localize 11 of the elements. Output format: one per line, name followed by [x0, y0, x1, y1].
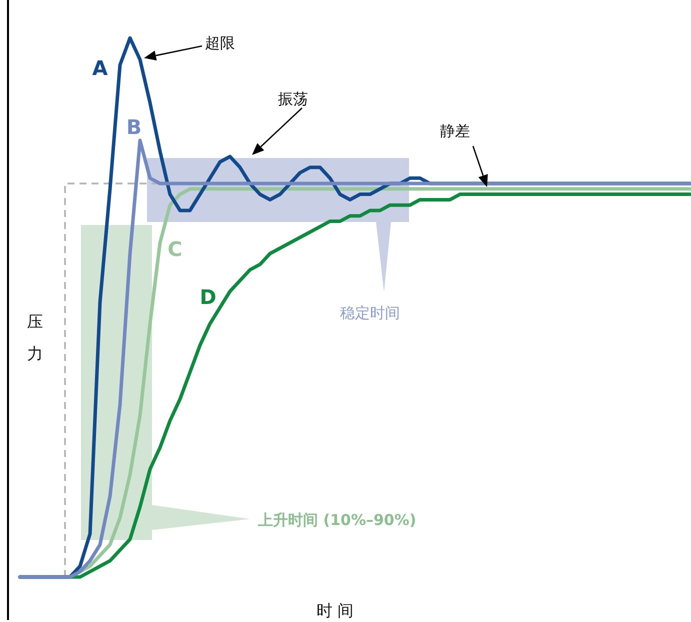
x-axis-title: 时 间: [316, 601, 354, 620]
annotation: 上升时间 (10%–90%): [257, 511, 416, 529]
annotation: 超限: [205, 34, 235, 52]
annotation: 振荡: [278, 90, 308, 108]
annotation: 静差: [440, 122, 470, 140]
series-label: B: [126, 115, 142, 139]
y-axis-title: 压力: [27, 312, 43, 363]
series-label: A: [92, 56, 108, 80]
series-label: D: [200, 285, 216, 309]
annotation: 稳定时间: [340, 304, 400, 322]
series-label: C: [168, 237, 182, 261]
